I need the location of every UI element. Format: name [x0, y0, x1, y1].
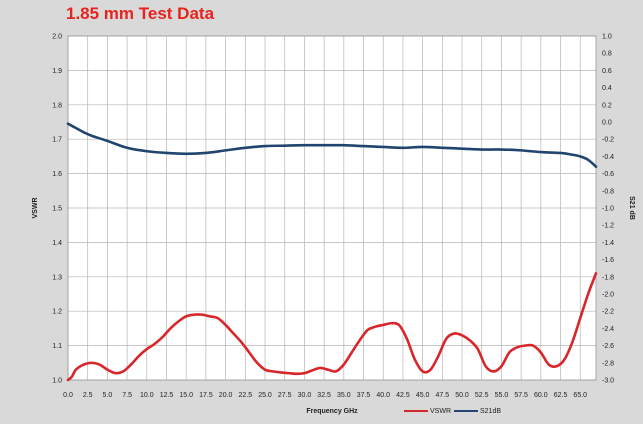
- y-tick-label: 1.5: [52, 206, 62, 213]
- x-tick-label: 10.0: [140, 392, 154, 399]
- y-tick-label: 2.0: [52, 34, 62, 41]
- y2-tick-label: 0.8: [602, 51, 612, 58]
- x-tick-label: 50.0: [455, 392, 469, 399]
- y2-tick-label: -2.0: [602, 292, 614, 299]
- y2-tick-label: -1.4: [602, 240, 614, 247]
- y2-tick-label: -2.4: [602, 326, 614, 333]
- y2-tick-label: -1.2: [602, 223, 614, 230]
- y2-tick-label: -1.0: [602, 206, 614, 213]
- x-tick-label: 27.5: [278, 392, 292, 399]
- x-tick-label: 22.5: [239, 392, 253, 399]
- y2-axis-title: S21 dB: [628, 196, 635, 220]
- y2-tick-label: -3.0: [602, 378, 614, 385]
- x-tick-label: 55.0: [495, 392, 509, 399]
- x-tick-label: 35.0: [337, 392, 351, 399]
- y2-tick-label: 1.0: [602, 34, 612, 41]
- y2-tick-label: 0.6: [602, 68, 612, 75]
- x-tick-label: 65.0: [573, 392, 587, 399]
- y-tick-label: 1.7: [52, 137, 62, 144]
- x-tick-label: 45.0: [416, 392, 430, 399]
- legend: VSWR S21dB: [404, 408, 501, 415]
- series-line-vswr: [66, 272, 598, 382]
- legend-label-vswr: VSWR: [430, 408, 451, 415]
- y-tick-label: 1.8: [52, 102, 62, 109]
- y-tick-label: 1.1: [52, 343, 62, 350]
- y-tick-label: 1.3: [52, 274, 62, 281]
- x-tick-label: 60.0: [534, 392, 548, 399]
- x-tick-label: 2.5: [83, 392, 93, 399]
- y-axis-title: VSWR: [32, 198, 39, 219]
- y2-tick-label: -2.6: [602, 343, 614, 350]
- x-tick-label: 57.5: [514, 392, 528, 399]
- y-tick-label: 1.2: [52, 309, 62, 316]
- y2-tick-label: 0.4: [602, 85, 612, 92]
- y-tick-label: 1.0: [52, 378, 62, 385]
- y2-axis-ticks: -3.0 -2.8 -2.6 -2.4 -2.2 -2.0 -1.8 -1.6 -1.4 -1.2…: [602, 34, 614, 385]
- y2-tick-label: -1.6: [602, 257, 614, 264]
- x-tick-label: 25.0: [258, 392, 272, 399]
- grid: [67, 35, 597, 381]
- x-tick-label: 30.0: [298, 392, 312, 399]
- x-tick-label: 0.0: [63, 392, 73, 399]
- x-tick-label: 20.0: [219, 392, 233, 399]
- legend-label-s21: S21dB: [480, 408, 501, 415]
- x-tick-label: 40.0: [376, 392, 390, 399]
- chart-title: 1.85 mm Test Data: [66, 4, 215, 23]
- x-tick-label: 52.5: [475, 392, 489, 399]
- series: [66, 122, 598, 382]
- y2-tick-label: -1.8: [602, 274, 614, 281]
- y-axis-ticks: 1.0 1.1 1.2 1.3 1.4 1.5 1.6 1.7 1.8 1.9 2.0: [52, 34, 62, 385]
- x-tick-label: 17.5: [199, 392, 213, 399]
- y-tick-label: 1.4: [52, 240, 62, 247]
- plot-border: [67, 35, 597, 381]
- y2-tick-label: -2.2: [602, 309, 614, 316]
- x-tick-label: 37.5: [357, 392, 371, 399]
- y2-tick-label: -2.8: [602, 360, 614, 367]
- x-tick-label: 62.5: [554, 392, 568, 399]
- x-axis-title: Frequency GHz: [306, 408, 358, 415]
- x-tick-label: 47.5: [436, 392, 450, 399]
- y2-tick-label: -0.8: [602, 188, 614, 195]
- y2-tick-label: 0.0: [602, 120, 612, 127]
- x-axis-ticks: 0.0 2.5 5.0 7.5 10.0 12.5 15.0 17.5 20.0 22.5 25.0…: [63, 392, 587, 399]
- y-tick-label: 1.9: [52, 68, 62, 75]
- y2-tick-label: -0.4: [602, 154, 614, 161]
- y-tick-label: 1.6: [52, 171, 62, 178]
- series-line-s21db: [66, 122, 598, 169]
- x-tick-label: 32.5: [317, 392, 331, 399]
- x-tick-label: 42.5: [396, 392, 410, 399]
- x-tick-label: 15.0: [179, 392, 193, 399]
- x-tick-label: 12.5: [160, 392, 174, 399]
- x-tick-label: 7.5: [122, 392, 132, 399]
- y2-tick-label: 0.2: [602, 102, 612, 109]
- x-tick-label: 5.0: [103, 392, 113, 399]
- y2-tick-label: -0.6: [602, 171, 614, 178]
- y2-tick-label: -0.2: [602, 137, 614, 144]
